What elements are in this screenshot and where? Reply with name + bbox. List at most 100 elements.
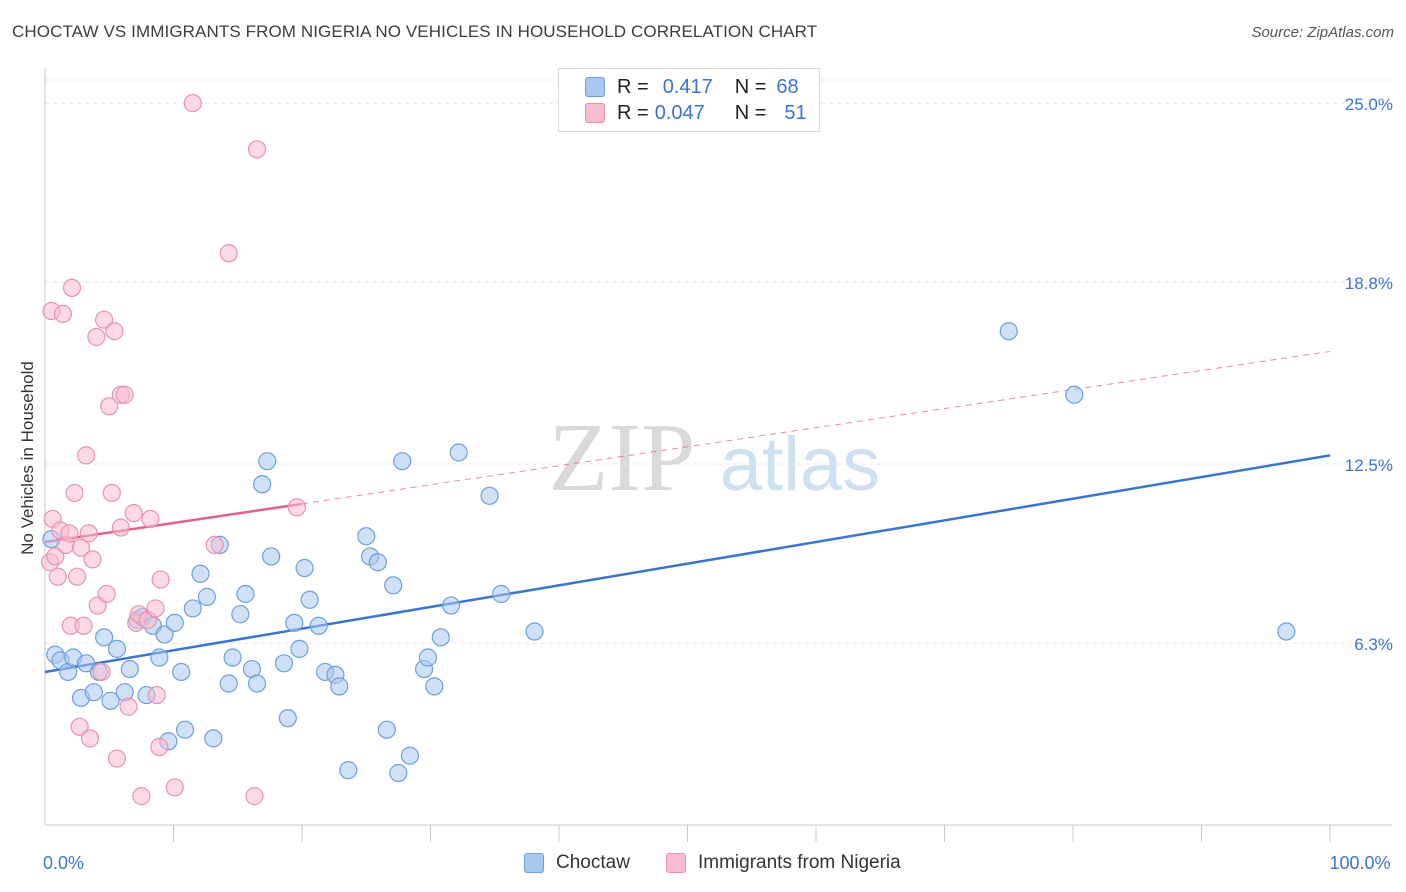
point-choctaw <box>231 605 250 624</box>
point-choctaw <box>223 648 242 667</box>
point-choctaw <box>101 691 120 710</box>
point-choctaw <box>172 662 191 682</box>
legend-n-value: 51 <box>784 101 807 124</box>
point-choctaw <box>95 628 114 647</box>
point-nigeria <box>107 749 127 768</box>
y-tick-label: 25.0% <box>1345 95 1393 114</box>
point-nigeria <box>165 778 184 797</box>
point-choctaw <box>175 720 195 739</box>
legend-row-choctaw: R = 0.417 N = 68 <box>585 75 799 99</box>
point-choctaw <box>357 527 376 546</box>
point-nigeria <box>247 140 267 159</box>
point-choctaw <box>165 613 184 632</box>
point-choctaw <box>236 584 255 604</box>
point-nigeria <box>205 535 224 555</box>
point-nigeria <box>70 717 89 736</box>
point-nigeria <box>97 584 116 604</box>
point-nigeria <box>77 446 96 465</box>
point-choctaw <box>492 584 511 604</box>
point-nigeria <box>119 697 138 716</box>
data-points <box>41 94 1296 806</box>
point-nigeria <box>80 729 100 748</box>
point-nigeria <box>53 304 73 323</box>
point-choctaw <box>441 596 461 615</box>
point-choctaw <box>400 746 420 765</box>
x-tick-labels: 0.0% 100.0% <box>43 853 1391 873</box>
point-choctaw <box>84 683 103 702</box>
point-choctaw <box>368 553 387 572</box>
point-nigeria <box>132 787 151 806</box>
point-nigeria <box>105 322 124 341</box>
point-choctaw <box>525 622 544 641</box>
point-nigeria <box>287 498 306 517</box>
point-nigeria <box>183 94 202 113</box>
point-choctaw <box>183 599 202 618</box>
point-choctaw <box>191 564 210 583</box>
series-label-choctaw: Choctaw <box>556 852 630 873</box>
watermark: ZIP atlas <box>549 404 881 512</box>
point-choctaw <box>285 613 304 632</box>
legend-n-value: 68 <box>776 75 799 98</box>
x-tick-label: 100.0% <box>1329 853 1390 873</box>
point-choctaw <box>425 677 444 696</box>
point-choctaw <box>258 452 277 471</box>
series-label-nigeria: Immigrants from Nigeria <box>698 852 901 873</box>
source-label: Source: ZipAtlas.com <box>1251 24 1394 41</box>
point-nigeria <box>147 685 166 705</box>
point-choctaw <box>247 674 267 693</box>
legend-n-label: N = <box>734 101 767 124</box>
legend-swatch-choctaw <box>585 77 605 97</box>
point-nigeria <box>124 504 143 523</box>
point-choctaw <box>262 547 281 566</box>
point-choctaw <box>309 616 328 635</box>
point-nigeria <box>245 787 264 806</box>
point-nigeria <box>46 547 65 566</box>
watermark-zip: ZIP <box>549 404 696 512</box>
y-tick-label: 12.5% <box>1345 456 1393 475</box>
chart-title: CHOCTAW VS IMMIGRANTS FROM NIGERIA NO VE… <box>12 22 818 41</box>
series-swatch-nigeria <box>666 853 686 873</box>
point-choctaw <box>431 628 450 647</box>
y-axis-label: No Vehicles in Household <box>18 361 37 555</box>
watermark-atlas: atlas <box>720 422 881 507</box>
legend-row-nigeria: R = 0.047 N = 51 <box>585 101 807 125</box>
point-nigeria <box>100 397 119 416</box>
x-tick-label: 0.0% <box>43 853 84 873</box>
legend-r-value: 0.417 <box>662 75 713 98</box>
series-legend-nigeria: Immigrants from Nigeria <box>666 852 901 874</box>
point-choctaw <box>120 659 139 679</box>
trend-line-dashed-1 <box>301 350 1331 505</box>
point-choctaw <box>330 677 349 696</box>
point-nigeria <box>68 567 87 586</box>
point-nigeria <box>146 599 165 618</box>
point-nigeria <box>151 570 170 589</box>
y-tick-label: 6.3% <box>1354 635 1393 654</box>
point-nigeria <box>74 616 93 635</box>
point-nigeria <box>115 385 134 404</box>
point-choctaw <box>290 639 309 658</box>
legend-r-label: R = <box>617 101 649 124</box>
series-swatch-choctaw <box>524 853 544 873</box>
point-nigeria <box>62 278 82 298</box>
point-nigeria <box>87 327 106 347</box>
point-choctaw <box>393 452 412 471</box>
legend-r-value: 0.047 <box>654 101 705 124</box>
point-nigeria <box>150 737 169 757</box>
legend-swatch-nigeria <box>585 103 605 123</box>
point-nigeria <box>83 550 102 569</box>
point-nigeria <box>60 524 79 543</box>
point-choctaw <box>77 654 96 673</box>
point-choctaw <box>253 475 272 494</box>
axes <box>44 68 1392 842</box>
point-nigeria <box>71 538 91 557</box>
point-nigeria <box>111 518 130 537</box>
point-nigeria <box>79 524 98 543</box>
point-choctaw <box>449 443 468 462</box>
point-choctaw <box>389 763 408 783</box>
point-choctaw <box>480 486 499 505</box>
point-choctaw <box>295 558 314 578</box>
point-nigeria <box>95 310 114 329</box>
legend-r-label: R = <box>617 75 649 98</box>
point-nigeria <box>48 567 67 586</box>
